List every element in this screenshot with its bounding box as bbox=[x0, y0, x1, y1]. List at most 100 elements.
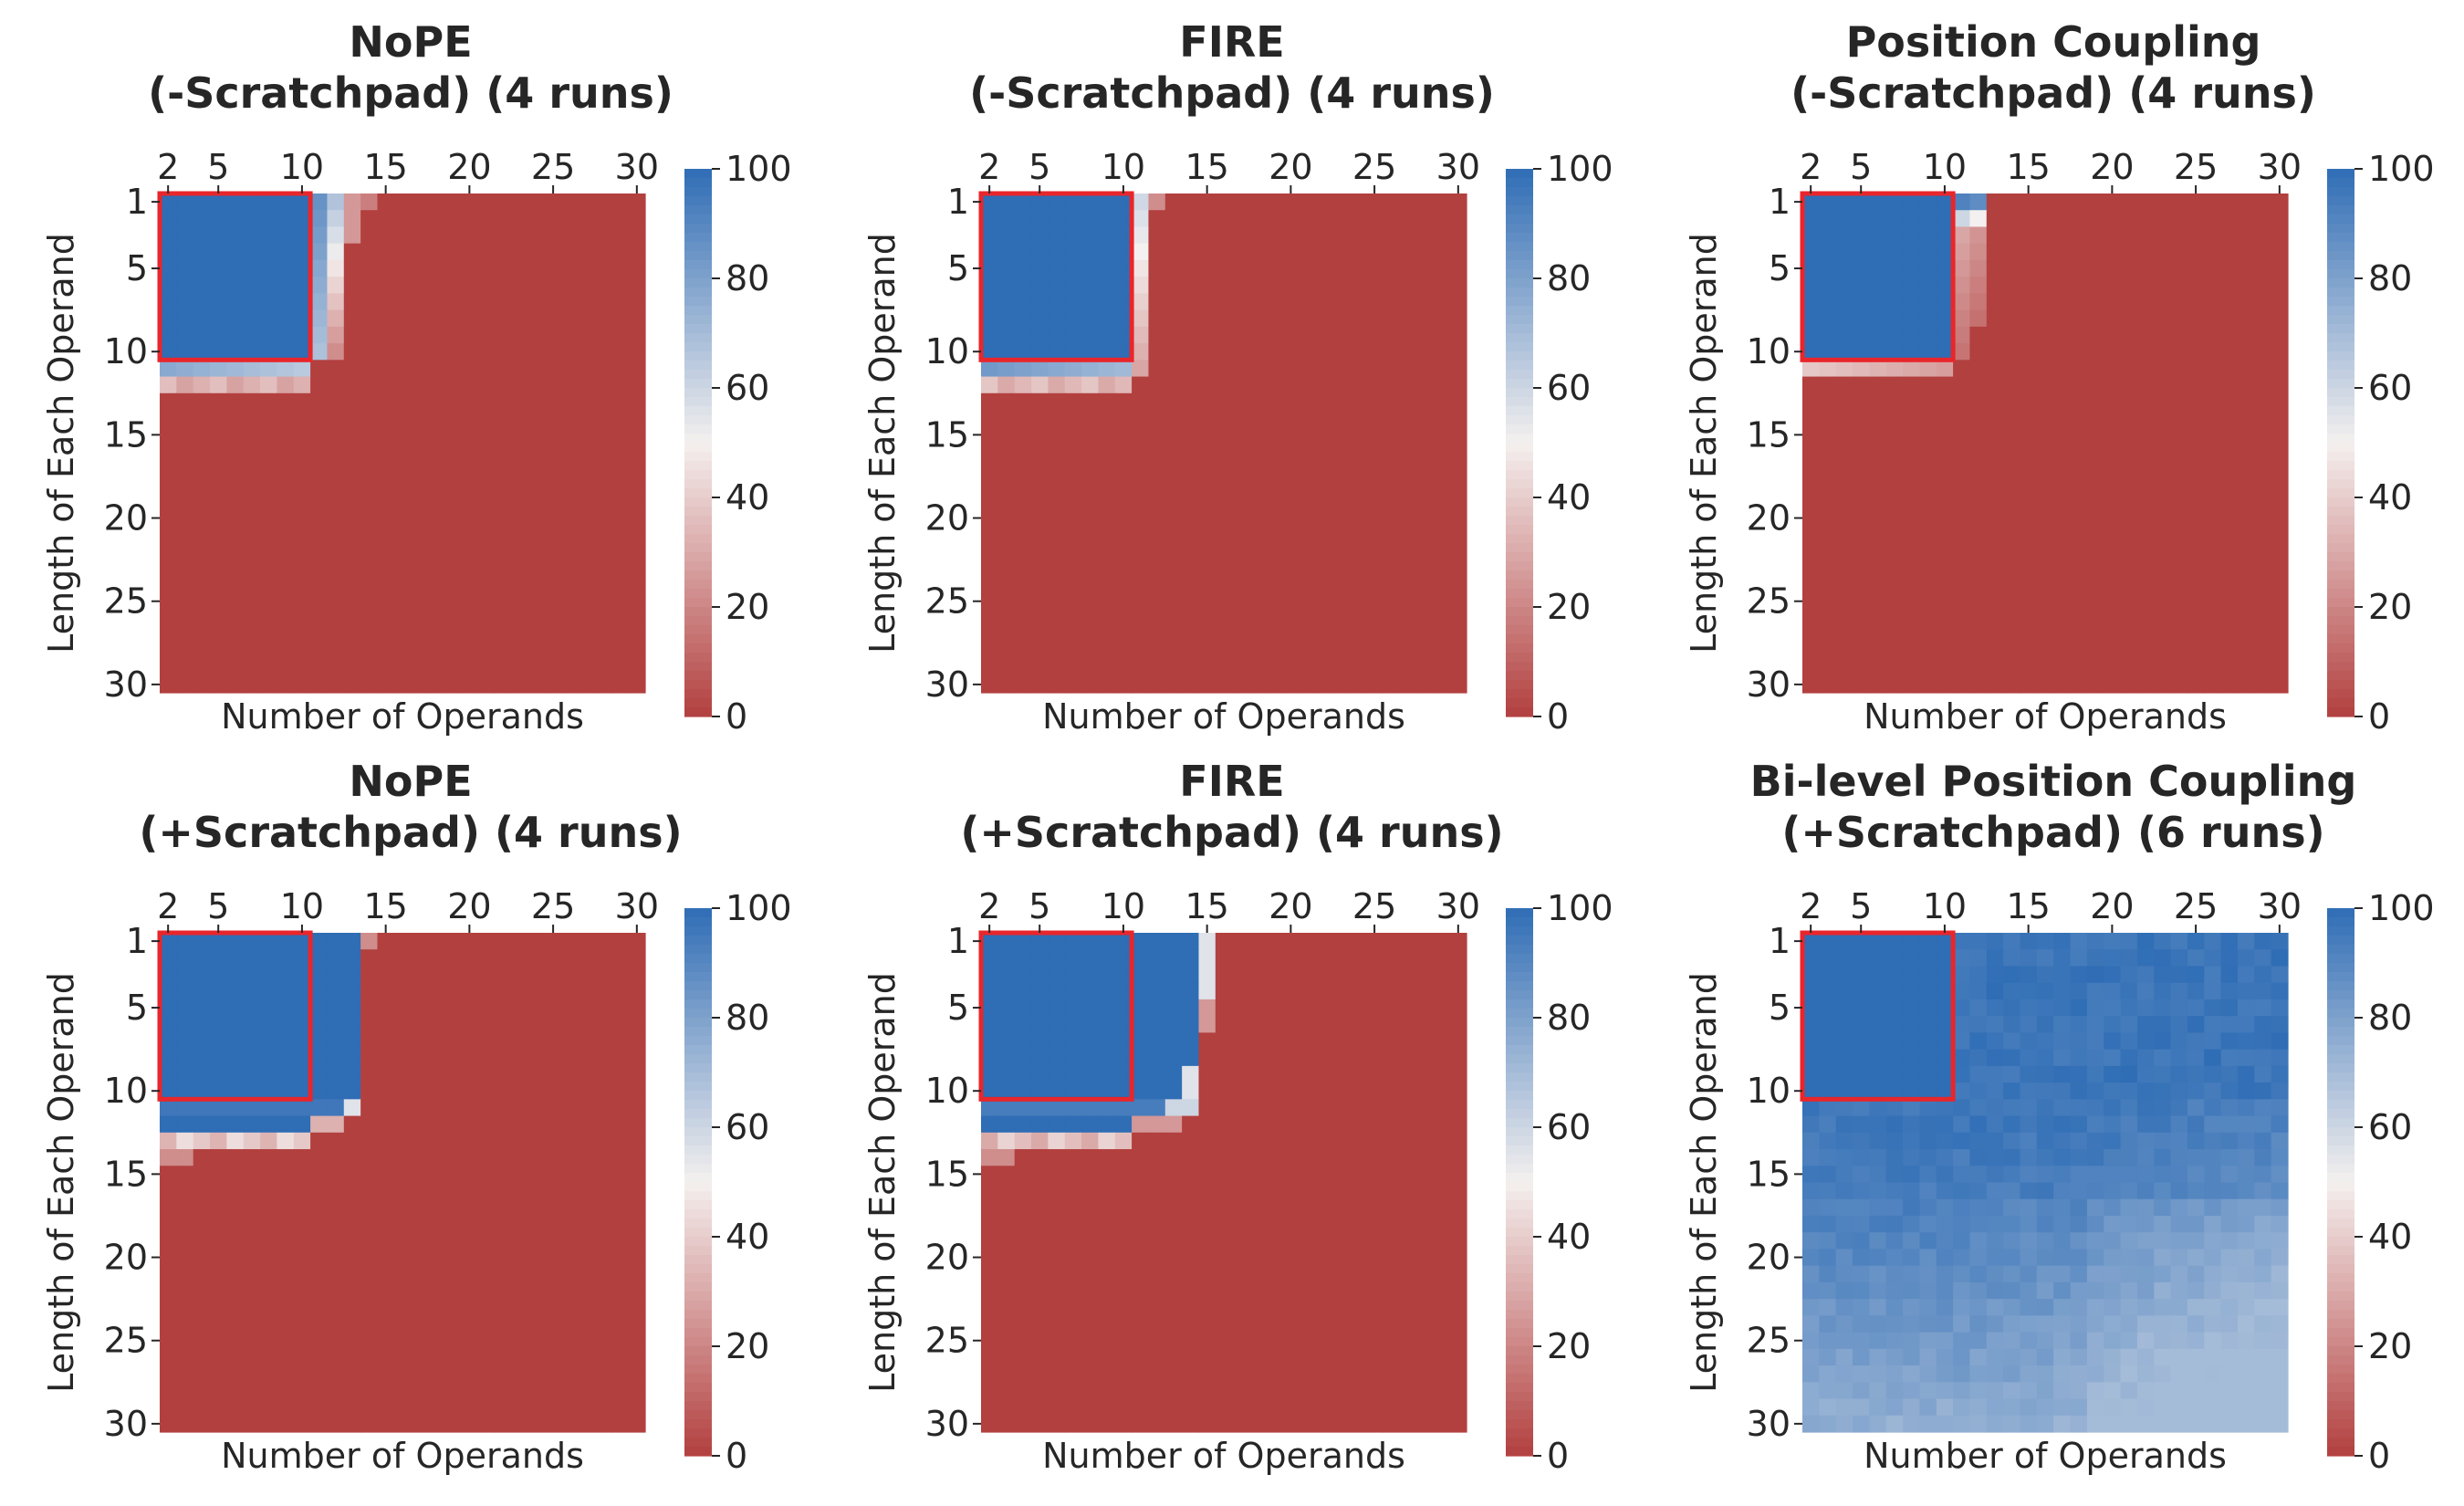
heatmap-cell bbox=[393, 210, 412, 228]
heatmap-cell bbox=[1299, 1198, 1317, 1217]
heatmap-cell bbox=[277, 1082, 295, 1100]
heatmap-cell bbox=[2104, 643, 2122, 661]
heatmap-cell bbox=[1365, 999, 1383, 1017]
heatmap-cell bbox=[427, 1415, 445, 1433]
heatmap-cell bbox=[461, 1149, 479, 1166]
heatmap-cell bbox=[561, 949, 579, 967]
heatmap-cell bbox=[461, 1249, 479, 1267]
heatmap-cell bbox=[2237, 659, 2255, 677]
heatmap-cell bbox=[176, 1382, 194, 1400]
heatmap-cell bbox=[176, 1249, 194, 1267]
heatmap-cell bbox=[2136, 659, 2155, 677]
heatmap-cell bbox=[1433, 243, 1451, 261]
heatmap-cell bbox=[2070, 309, 2088, 328]
heatmap-cell bbox=[377, 1149, 395, 1166]
heatmap-cell bbox=[1132, 626, 1150, 643]
heatmap-cell bbox=[1853, 426, 1870, 444]
heatmap-cell bbox=[1819, 476, 1837, 494]
heatmap-cell bbox=[1835, 210, 1853, 228]
heatmap-cell bbox=[981, 493, 998, 511]
heatmap-cell bbox=[226, 1332, 245, 1350]
heatmap-cell bbox=[1835, 626, 1853, 643]
heatmap-cell bbox=[393, 542, 412, 560]
heatmap-cell bbox=[176, 193, 194, 211]
heatmap-cell bbox=[377, 376, 395, 394]
heatmap-cells bbox=[1802, 933, 2289, 1433]
heatmap-cell bbox=[477, 626, 496, 643]
heatmap-cell bbox=[243, 1398, 261, 1417]
heatmap-cell bbox=[1064, 1348, 1082, 1366]
heatmap-cell bbox=[511, 210, 529, 228]
heatmap-cell bbox=[1148, 1249, 1166, 1267]
heatmap-cell bbox=[2254, 609, 2272, 627]
heatmap-cell bbox=[494, 1198, 512, 1217]
heatmap-cell bbox=[377, 949, 395, 967]
heatmap-cell bbox=[477, 476, 496, 494]
heatmap-cell bbox=[444, 259, 462, 277]
heatmap-cell bbox=[1986, 193, 2004, 211]
heatmap-cell bbox=[2136, 426, 2155, 444]
heatmap-cell bbox=[544, 1115, 562, 1134]
colorbar-tick-label: 60 bbox=[1547, 1107, 1591, 1147]
heatmap-cell bbox=[2154, 476, 2172, 494]
heatmap-cell bbox=[1164, 309, 1183, 328]
colorbar-tick-label: 0 bbox=[1547, 1436, 1569, 1476]
colorbar-segment bbox=[1506, 543, 1533, 553]
heatmap-cell bbox=[1433, 360, 1451, 378]
heatmap-cell bbox=[2187, 376, 2205, 394]
heatmap-cell bbox=[260, 1132, 278, 1150]
heatmap-cell bbox=[1148, 509, 1166, 528]
heatmap-cell bbox=[1248, 576, 1267, 594]
heatmap-cell bbox=[393, 1315, 412, 1333]
heatmap-cell bbox=[578, 576, 596, 594]
heatmap-cell bbox=[1399, 1182, 1417, 1200]
heatmap-cell bbox=[360, 1049, 379, 1067]
heatmap-cell bbox=[1449, 493, 1467, 511]
colorbar-segment bbox=[684, 1155, 712, 1165]
heatmap-cell bbox=[1853, 933, 1870, 950]
heatmap-cell bbox=[1449, 459, 1467, 477]
heatmap-cell bbox=[594, 243, 612, 261]
heatmap-cell bbox=[511, 1166, 529, 1184]
heatmap-cell bbox=[2070, 643, 2088, 661]
heatmap-cell bbox=[1198, 226, 1216, 245]
heatmap-cell bbox=[1869, 277, 1887, 294]
heatmap-cell bbox=[444, 1249, 462, 1267]
heatmap-cell bbox=[1215, 1332, 1233, 1350]
heatmap-cell bbox=[1265, 293, 1283, 311]
heatmap-cell bbox=[527, 459, 546, 477]
heatmap-cell bbox=[411, 426, 429, 444]
heatmap-cell bbox=[1332, 526, 1351, 544]
heatmap-cell bbox=[260, 1332, 278, 1350]
heatmap-cell bbox=[1885, 226, 1904, 245]
heatmap-cell bbox=[1433, 966, 1451, 984]
heatmap-cell bbox=[611, 982, 630, 1000]
heatmap-cell bbox=[2003, 309, 2021, 328]
heatmap-cell bbox=[1048, 293, 1066, 311]
heatmap-cell bbox=[1182, 226, 1200, 245]
heatmap-cell bbox=[578, 277, 596, 294]
heatmap-cell bbox=[1232, 1032, 1250, 1051]
heatmap-cell bbox=[1315, 326, 1333, 344]
heatmap-cell bbox=[2254, 443, 2272, 461]
heatmap-cell bbox=[176, 1281, 194, 1300]
heatmap-cell bbox=[594, 1232, 612, 1250]
heatmap-cell bbox=[360, 982, 379, 1000]
heatmap-cell bbox=[578, 392, 596, 411]
heatmap-cell bbox=[494, 1099, 512, 1117]
heatmap-cell bbox=[2053, 576, 2072, 594]
heatmap-cell bbox=[1315, 426, 1333, 444]
x-axis-label: Number of Operands bbox=[221, 1436, 584, 1476]
heatmap-cell bbox=[1098, 210, 1116, 228]
heatmap-cell bbox=[1164, 560, 1183, 577]
heatmap-cell bbox=[1265, 360, 1283, 378]
heatmap-cell bbox=[1449, 1132, 1467, 1150]
heatmap-cell bbox=[210, 609, 227, 627]
heatmap-cell bbox=[310, 343, 329, 361]
heatmap-cell bbox=[578, 592, 596, 611]
heatmap-cell bbox=[210, 626, 227, 643]
heatmap-cell bbox=[1164, 1065, 1183, 1083]
heatmap-cell bbox=[1215, 1299, 1233, 1316]
heatmap-cell bbox=[561, 509, 579, 528]
heatmap-cell bbox=[277, 949, 295, 967]
